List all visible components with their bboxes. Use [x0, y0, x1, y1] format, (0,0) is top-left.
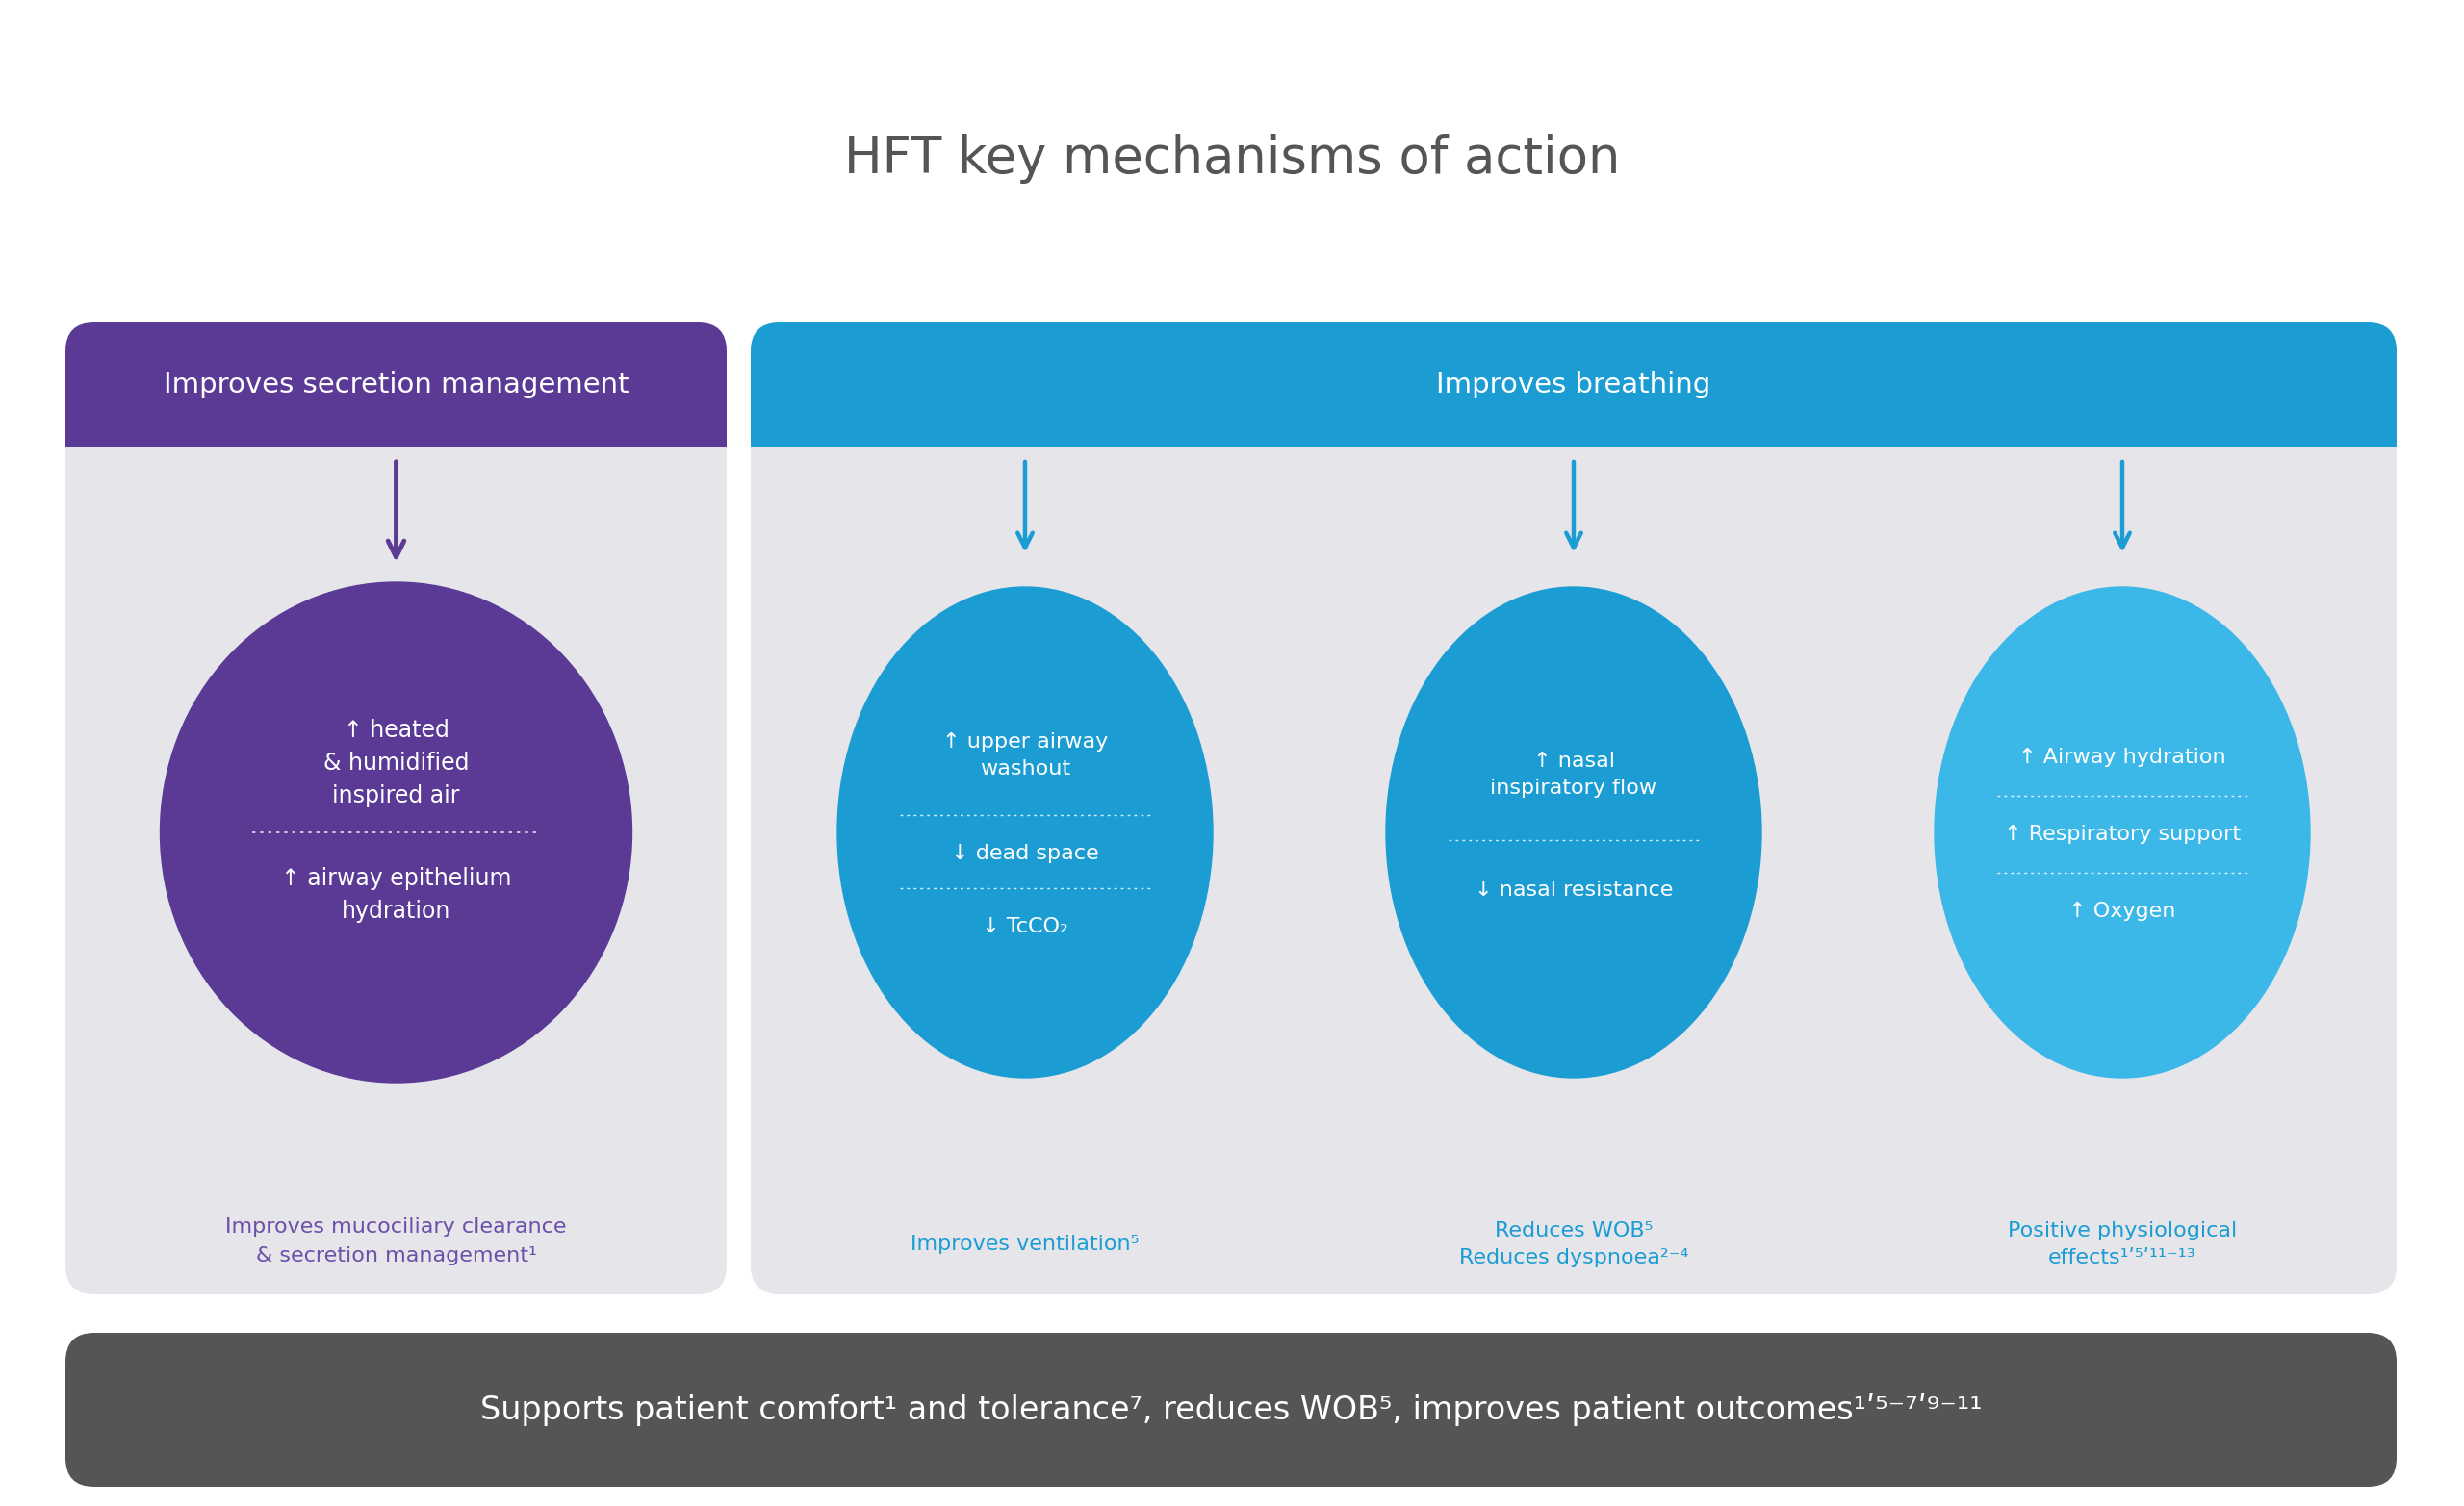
FancyBboxPatch shape	[67, 322, 727, 1294]
Text: Supports patient comfort¹ and tolerance⁷, reduces WOB⁵, improves patient outcome: Supports patient comfort¹ and tolerance⁷…	[480, 1393, 1981, 1426]
Text: Positive physiological
effects¹ʹ⁵ʹ¹¹⁻¹³: Positive physiological effects¹ʹ⁵ʹ¹¹⁻¹³	[2008, 1221, 2237, 1268]
Text: Improves secretion management: Improves secretion management	[163, 372, 628, 399]
Text: Improves ventilation⁵: Improves ventilation⁵	[912, 1235, 1138, 1254]
Text: Improves mucociliary clearance
& secretion management¹: Improves mucociliary clearance & secreti…	[227, 1217, 567, 1265]
FancyBboxPatch shape	[752, 322, 2397, 447]
Text: ↑ nasal
inspirat​ory flow: ↑ nasal inspirat​ory flow	[1491, 751, 1656, 798]
FancyBboxPatch shape	[752, 322, 2397, 1294]
Bar	[752, 419, 2397, 447]
Text: Improves breathing: Improves breathing	[1437, 372, 1710, 399]
Text: ↓ nasal resistance: ↓ nasal resistance	[1473, 881, 1673, 899]
Bar	[67, 419, 727, 447]
Text: ↑ airway epithelium
hydration: ↑ airway epithelium hydration	[281, 867, 513, 923]
Ellipse shape	[1934, 587, 2309, 1078]
Text: ↑ heated
& humidified
inspired air: ↑ heated & humidified inspired air	[323, 718, 468, 807]
Text: ↑ Respiratory support: ↑ Respiratory support	[2003, 825, 2240, 843]
FancyBboxPatch shape	[67, 1333, 2397, 1486]
Text: ↓ TcCO₂: ↓ TcCO₂	[981, 917, 1069, 937]
Text: ↑ Airway hydration: ↑ Airway hydration	[2018, 747, 2225, 767]
Text: ↑ Oxygen: ↑ Oxygen	[2070, 902, 2176, 922]
Text: ↓ dead space: ↓ dead space	[951, 843, 1099, 863]
Text: HFT key mechanisms of action: HFT key mechanisms of action	[845, 134, 1619, 184]
Text: Reduces WOB⁵
Reduces dyspnoea²⁻⁴: Reduces WOB⁵ Reduces dyspnoea²⁻⁴	[1459, 1221, 1688, 1268]
FancyBboxPatch shape	[67, 322, 727, 447]
Ellipse shape	[1385, 587, 1762, 1078]
Ellipse shape	[838, 587, 1212, 1078]
Text: ↑ upper airway
washout: ↑ upper airway washout	[941, 732, 1109, 779]
Ellipse shape	[160, 583, 631, 1083]
